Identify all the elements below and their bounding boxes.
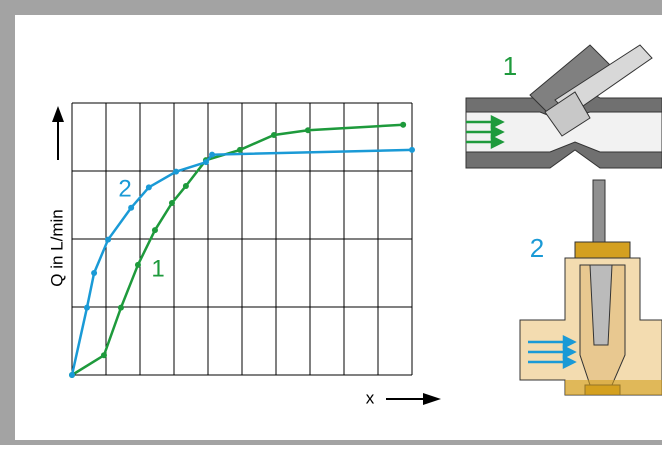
data-point: [304, 127, 311, 134]
x-label: x: [366, 388, 375, 407]
series-label: 2: [118, 175, 131, 202]
data-point: [134, 261, 141, 268]
data-point: [168, 199, 175, 206]
data-point: [182, 182, 189, 189]
data-point: [145, 184, 152, 191]
data-point: [83, 304, 90, 311]
data-point: [173, 168, 180, 175]
series-label: 1: [151, 255, 164, 282]
data-point: [209, 151, 216, 158]
line-series: [70, 148, 413, 376]
data-point: [128, 204, 135, 211]
data-point: [100, 352, 107, 359]
data-point: [202, 159, 209, 166]
y-label: Q in L/min: [47, 209, 66, 286]
line-series: [71, 123, 404, 377]
valve-2-label: 2: [530, 233, 544, 263]
valve-1: 1: [465, 44, 662, 169]
data-point: [400, 121, 407, 128]
data-point: [91, 270, 98, 276]
data-point: [409, 146, 415, 153]
data-point: [270, 131, 277, 138]
valve-1-label: 1: [503, 51, 517, 81]
data-point: [236, 146, 243, 153]
x-arrowhead: [423, 393, 441, 405]
valve-2: 2: [519, 179, 662, 396]
data-point: [105, 236, 112, 243]
y-arrowhead: [52, 106, 64, 122]
data-point: [69, 372, 75, 378]
data-point: [117, 304, 124, 311]
data-point: [151, 227, 158, 234]
